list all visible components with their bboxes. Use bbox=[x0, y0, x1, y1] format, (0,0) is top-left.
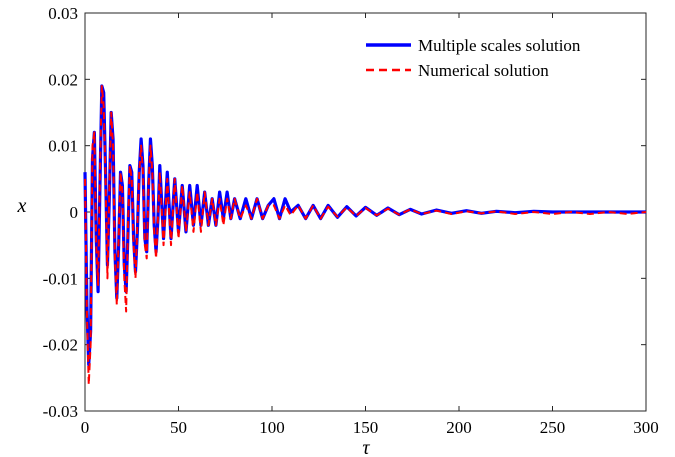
x-tick-label: 250 bbox=[540, 418, 566, 437]
series-lines bbox=[83, 84, 647, 386]
x-tick-label: 0 bbox=[81, 418, 90, 437]
y-tick-label: -0.01 bbox=[43, 269, 78, 288]
x-tick-label: 50 bbox=[170, 418, 187, 437]
y-tick-label: 0.01 bbox=[48, 137, 78, 156]
x-axis-label: τ bbox=[362, 437, 370, 457]
y-tick-label: 0.02 bbox=[48, 70, 78, 89]
legend-label-multiple-scales: Multiple scales solution bbox=[418, 36, 581, 55]
x-tick-label: 150 bbox=[353, 418, 379, 437]
y-axis-label: x bbox=[17, 195, 27, 217]
y-tick-label: -0.03 bbox=[43, 402, 78, 421]
legend-label-numerical: Numerical solution bbox=[418, 61, 549, 80]
x-tick-label: 100 bbox=[259, 418, 285, 437]
tick-labels: 0 50 100 150 200 250 300 -0.03 -0.02 -0.01 0 0.01 0.… bbox=[43, 4, 659, 437]
x-tick-label: 200 bbox=[446, 418, 472, 437]
y-tick-label: -0.02 bbox=[43, 336, 78, 355]
y-tick-label: 0 bbox=[70, 203, 79, 222]
series-line-numerical bbox=[84, 84, 647, 386]
legend: Multiple scales solution Numerical solut… bbox=[366, 36, 581, 80]
y-tick-label: 0.03 bbox=[48, 4, 78, 23]
x-tick-label: 300 bbox=[633, 418, 659, 437]
